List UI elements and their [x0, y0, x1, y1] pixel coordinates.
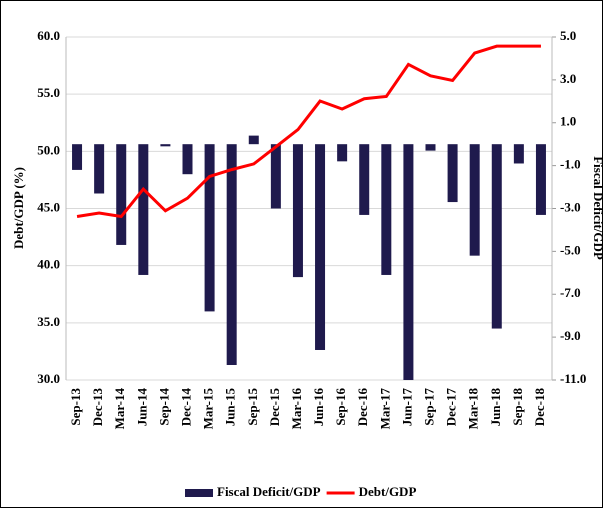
y2-tick-label: 5.0 — [560, 28, 576, 43]
x-tick-label: Sep-13 — [68, 388, 83, 426]
x-tick-label: Jun-17 — [399, 388, 414, 427]
bar — [138, 144, 149, 275]
y-tick-label: 60.0 — [37, 28, 60, 43]
x-tick-label: Sep-16 — [333, 388, 348, 426]
y2-tick-label: -3.0 — [560, 199, 581, 214]
x-tick-label: Dec-14 — [178, 388, 193, 427]
bar — [403, 144, 414, 380]
x-tick-label: Dec-18 — [532, 388, 547, 427]
bar — [160, 144, 171, 147]
bar — [447, 144, 458, 203]
x-tick-label: Jun-14 — [134, 388, 149, 427]
x-tick-label: Mar-18 — [466, 388, 481, 430]
x-tick-label: Mar-15 — [201, 388, 216, 430]
x-tick-label: Jun-18 — [488, 388, 503, 427]
x-tick-label: Sep-18 — [510, 388, 525, 426]
x-tick-label: Mar-16 — [289, 388, 304, 430]
y-tick-label: 30.0 — [37, 371, 60, 386]
legend-label: Fiscal Deficit/GDP — [217, 484, 321, 499]
bar — [226, 144, 237, 365]
bar — [535, 144, 546, 215]
y-tick-label: 40.0 — [37, 257, 60, 272]
y-tick-label: 50.0 — [37, 142, 60, 157]
x-tick-label: Jun-15 — [223, 388, 238, 427]
x-tick-label: Dec-17 — [444, 388, 459, 427]
bar — [116, 144, 127, 245]
bar — [270, 144, 281, 209]
y-axis-title: Debt/GDP (%) — [11, 167, 26, 249]
y2-tick-label: 1.0 — [560, 114, 576, 129]
bar — [513, 144, 524, 164]
y2-tick-label: 3.0 — [560, 71, 576, 86]
bar — [248, 135, 259, 145]
bar — [72, 144, 83, 170]
y-tick-label: 45.0 — [37, 199, 60, 214]
x-tick-label: Dec-13 — [90, 388, 105, 427]
x-tick-label: Sep-17 — [421, 388, 436, 426]
legend-label: Debt/GDP — [359, 484, 417, 499]
y-tick-label: 35.0 — [37, 314, 60, 329]
legend-swatch — [185, 489, 213, 497]
y-tick-label: 55.0 — [37, 85, 60, 100]
x-tick-label: Jun-16 — [311, 388, 326, 427]
y2-tick-label: -5.0 — [560, 242, 581, 257]
x-tick-label: Dec-16 — [355, 388, 370, 427]
x-tick-label: Mar-14 — [112, 388, 127, 430]
bar — [292, 144, 303, 278]
y2-axis-title: Fiscal Deficit/GDP — [591, 156, 603, 260]
x-tick-label: Mar-17 — [377, 388, 392, 430]
x-tick-label: Sep-14 — [156, 388, 171, 426]
bar — [182, 144, 193, 175]
y2-tick-label: -7.0 — [560, 285, 581, 300]
y2-tick-label: -11.0 — [560, 371, 586, 386]
bar — [94, 144, 105, 194]
x-tick-label: Sep-15 — [245, 388, 260, 426]
y2-tick-label: -9.0 — [560, 328, 581, 343]
bar — [491, 144, 502, 329]
bar — [381, 144, 392, 275]
bar — [204, 144, 215, 312]
bar — [315, 144, 326, 350]
bar — [359, 144, 370, 215]
bar — [337, 144, 348, 162]
bar — [425, 144, 436, 151]
x-tick-label: Dec-15 — [267, 388, 282, 427]
bar — [469, 144, 480, 256]
y2-tick-label: -1.0 — [560, 157, 581, 172]
line — [76, 44, 541, 219]
